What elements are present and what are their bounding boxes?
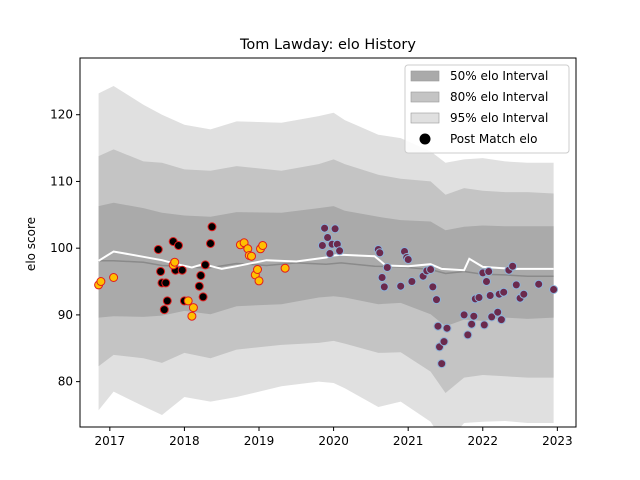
plot-area: [94, 86, 559, 427]
y-tick-label: 110: [50, 174, 73, 188]
y-tick-label: 120: [50, 108, 73, 122]
post-match-point: [379, 282, 389, 292]
plot-inner: [94, 86, 559, 427]
post-match-point: [493, 307, 503, 317]
x-tick-label: 2021: [393, 434, 424, 448]
legend-marker: [419, 133, 431, 145]
post-match-point: [325, 249, 335, 258]
post-match-point: [534, 279, 544, 289]
post-match-point: [200, 260, 210, 270]
post-match-point: [196, 271, 206, 280]
post-match-point: [469, 311, 479, 321]
post-match-point: [467, 319, 477, 329]
post-match-point: [463, 330, 473, 340]
post-match-point: [258, 241, 268, 250]
legend-label: 50% elo Interval: [450, 69, 548, 83]
post-match-point: [323, 233, 333, 242]
post-match-point: [161, 278, 171, 288]
post-match-point: [479, 320, 489, 330]
post-match-point: [96, 277, 106, 286]
legend-swatch: [410, 112, 440, 124]
post-match-point: [511, 280, 521, 290]
y-tick-label: 90: [58, 308, 73, 322]
y-tick-label: 100: [50, 241, 73, 255]
post-match-point: [177, 265, 187, 275]
post-match-point: [433, 321, 443, 331]
y-tick-label: 80: [58, 375, 73, 389]
post-match-point: [109, 273, 119, 282]
legend-box: [404, 64, 570, 154]
post-match-point: [459, 310, 469, 320]
post-match-point: [320, 223, 330, 233]
y-axis-label: elo score: [24, 217, 38, 271]
legend-label: 95% elo Interval: [450, 111, 548, 125]
post-match-point: [508, 261, 518, 271]
legend-swatch: [410, 91, 440, 103]
post-match-point: [437, 359, 447, 369]
post-match-point: [442, 323, 452, 333]
post-match-point: [159, 305, 169, 315]
x-tick-label: 2023: [542, 434, 573, 448]
post-match-point: [382, 263, 392, 272]
post-match-point: [519, 289, 529, 299]
post-match-point: [377, 273, 387, 282]
post-match-point: [188, 303, 198, 313]
post-match-point: [496, 315, 506, 325]
legend-label: Post Match elo: [450, 132, 537, 146]
post-match-point: [187, 311, 197, 321]
axes: 2017 2018 2019 2020 2021 2022 2023 80 90 100 110 12…: [50, 57, 577, 448]
legend-label: 80% elo Interval: [450, 90, 548, 104]
post-match-point: [162, 296, 172, 306]
post-match-point: [207, 222, 217, 232]
post-match-point: [432, 295, 441, 305]
x-tick-label: 2019: [244, 434, 275, 448]
post-match-point: [549, 285, 559, 294]
post-match-point: [254, 276, 264, 286]
x-tick-label: 2022: [467, 434, 498, 448]
post-match-point: [484, 267, 494, 276]
x-tick-label: 2020: [318, 434, 349, 448]
post-match-point: [375, 248, 385, 258]
post-match-point: [499, 287, 509, 297]
post-match-point: [439, 337, 449, 347]
post-match-point: [253, 265, 262, 274]
post-match-point: [194, 281, 204, 291]
x-tick-label: 2017: [95, 434, 126, 448]
post-match-point: [396, 281, 406, 291]
post-match-point: [174, 241, 183, 250]
axes-frame: [79, 57, 577, 428]
post-match-point: [183, 296, 193, 306]
post-match-point: [428, 282, 438, 292]
post-match-point: [330, 224, 340, 234]
post-match-point: [247, 251, 256, 261]
post-match-point: [403, 255, 413, 264]
post-match-point: [317, 241, 327, 250]
post-match-point: [407, 277, 417, 286]
post-match-point: [280, 263, 290, 273]
legend-swatch: [410, 70, 440, 82]
post-match-point: [153, 245, 163, 254]
legend: 50% elo Interval 80% elo Interval 95% elo …: [404, 64, 570, 154]
post-match-point: [485, 291, 495, 300]
post-match-point: [426, 265, 436, 274]
post-match-point: [206, 239, 215, 248]
post-match-point: [482, 277, 491, 286]
post-match-point: [474, 293, 484, 302]
chart-title: Tom Lawday: elo History: [239, 37, 416, 53]
x-tick-label: 2018: [169, 434, 200, 448]
post-match-point: [335, 246, 345, 256]
post-match-point: [198, 292, 208, 302]
post-match-point: [156, 267, 166, 276]
post-match-point: [487, 312, 497, 322]
post-match-point: [170, 257, 180, 267]
